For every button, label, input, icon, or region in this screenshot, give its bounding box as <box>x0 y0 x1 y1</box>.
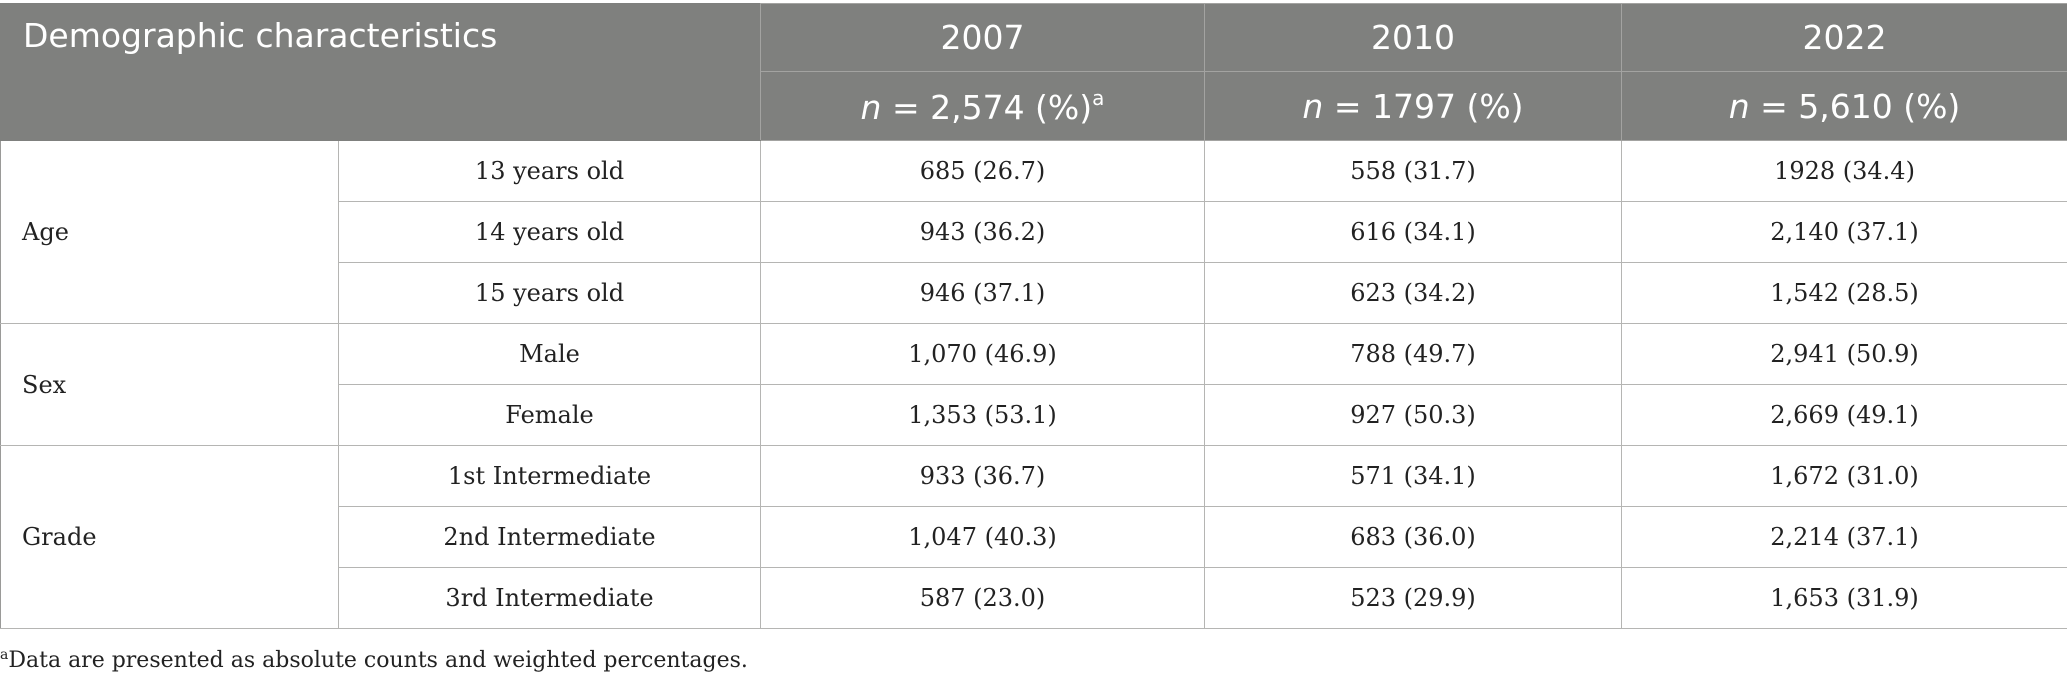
table-footnote: aData are presented as absolute counts a… <box>0 647 748 673</box>
cell-2010: 927 (50.3) <box>1204 384 1622 446</box>
header-n-2010: n = 1797 (%) <box>1204 71 1622 141</box>
cell-2022: 2,214 (37.1) <box>1621 506 2067 568</box>
cell-2007: 1,353 (53.1) <box>760 384 1205 446</box>
table-body: Age 13 years old 685 (26.7) 558 (31.7) 1… <box>0 140 2067 629</box>
group-label-sex: Sex <box>0 323 339 446</box>
cell-2007: 933 (36.7) <box>760 445 1205 507</box>
cell-2022: 2,140 (37.1) <box>1621 201 2067 263</box>
cell-2022: 1,672 (31.0) <box>1621 445 2067 507</box>
cell-2007: 587 (23.0) <box>760 567 1205 629</box>
header-n-2022: n = 5,610 (%) <box>1621 71 2067 141</box>
table-row: Age 13 years old 685 (26.7) 558 (31.7) 1… <box>0 140 2067 324</box>
cell-2010: 571 (34.1) <box>1204 445 1622 507</box>
table-header: Demographic characteristics 2007 2010 20… <box>0 3 2067 141</box>
row-label: 15 years old <box>338 262 761 324</box>
cell-2022: 1,542 (28.5) <box>1621 262 2067 324</box>
cell-2007: 685 (26.7) <box>760 140 1205 202</box>
group-label-grade: Grade <box>0 445 339 629</box>
row-label: 13 years old <box>338 140 761 202</box>
header-year-2022: 2022 <box>1621 3 2067 72</box>
table-row: 15 years old 946 (37.1) 623 (34.2) 1,542… <box>1 262 2067 324</box>
n-symbol: n <box>1728 86 1750 126</box>
cell-2010: 558 (31.7) <box>1204 140 1622 202</box>
demographics-table: Demographic characteristics 2007 2010 20… <box>0 3 2067 629</box>
table-row: 3rd Intermediate 587 (23.0) 523 (29.9) 1… <box>1 567 2067 629</box>
row-label: Female <box>338 384 761 446</box>
cell-2007: 1,070 (46.9) <box>760 323 1205 385</box>
table-row: Grade 1st Intermediate 933 (36.7) 571 (3… <box>0 445 2067 629</box>
n-value: = 2,574 (%) <box>881 87 1093 127</box>
cell-2010: 623 (34.2) <box>1204 262 1622 324</box>
footnote-mark: a <box>0 647 9 663</box>
table-row: Sex Male 1,070 (46.9) 788 (49.7) 2,941 (… <box>0 323 2067 446</box>
row-label: 3rd Intermediate <box>338 567 761 629</box>
cell-2010: 616 (34.1) <box>1204 201 1622 263</box>
cell-2010: 683 (36.0) <box>1204 506 1622 568</box>
n-symbol: n <box>860 87 882 127</box>
header-year-2010: 2010 <box>1204 3 1622 72</box>
n-value: = 5,610 (%) <box>1749 86 1961 126</box>
cell-2010: 788 (49.7) <box>1204 323 1622 385</box>
n-value: = 1797 (%) <box>1323 86 1524 126</box>
header-title: Demographic characteristics <box>0 3 761 141</box>
demographics-table-container: Demographic characteristics 2007 2010 20… <box>0 3 2067 629</box>
cell-2010: 523 (29.9) <box>1204 567 1622 629</box>
table-row: 2nd Intermediate 1,047 (40.3) 683 (36.0)… <box>1 506 2067 568</box>
cell-2022: 1,653 (31.9) <box>1621 567 2067 629</box>
cell-2007: 946 (37.1) <box>760 262 1205 324</box>
header-year-2007: 2007 <box>760 3 1205 72</box>
n-symbol: n <box>1302 86 1324 126</box>
cell-2007: 943 (36.2) <box>760 201 1205 263</box>
footnote-mark: a <box>1092 85 1105 110</box>
cell-2022: 1928 (34.4) <box>1621 140 2067 202</box>
group-label-age: Age <box>0 140 339 324</box>
cell-2022: 2,941 (50.9) <box>1621 323 2067 385</box>
cell-2007: 1,047 (40.3) <box>760 506 1205 568</box>
row-label: 14 years old <box>338 201 761 263</box>
cell-2022: 2,669 (49.1) <box>1621 384 2067 446</box>
footnote-text: Data are presented as absolute counts an… <box>8 648 748 673</box>
row-label: 1st Intermediate <box>338 445 761 507</box>
header-n-2007: n = 2,574 (%)a <box>760 71 1205 141</box>
row-label: 2nd Intermediate <box>338 506 761 568</box>
table-row: Female 1,353 (53.1) 927 (50.3) 2,669 (49… <box>1 384 2067 446</box>
row-label: Male <box>338 323 761 385</box>
